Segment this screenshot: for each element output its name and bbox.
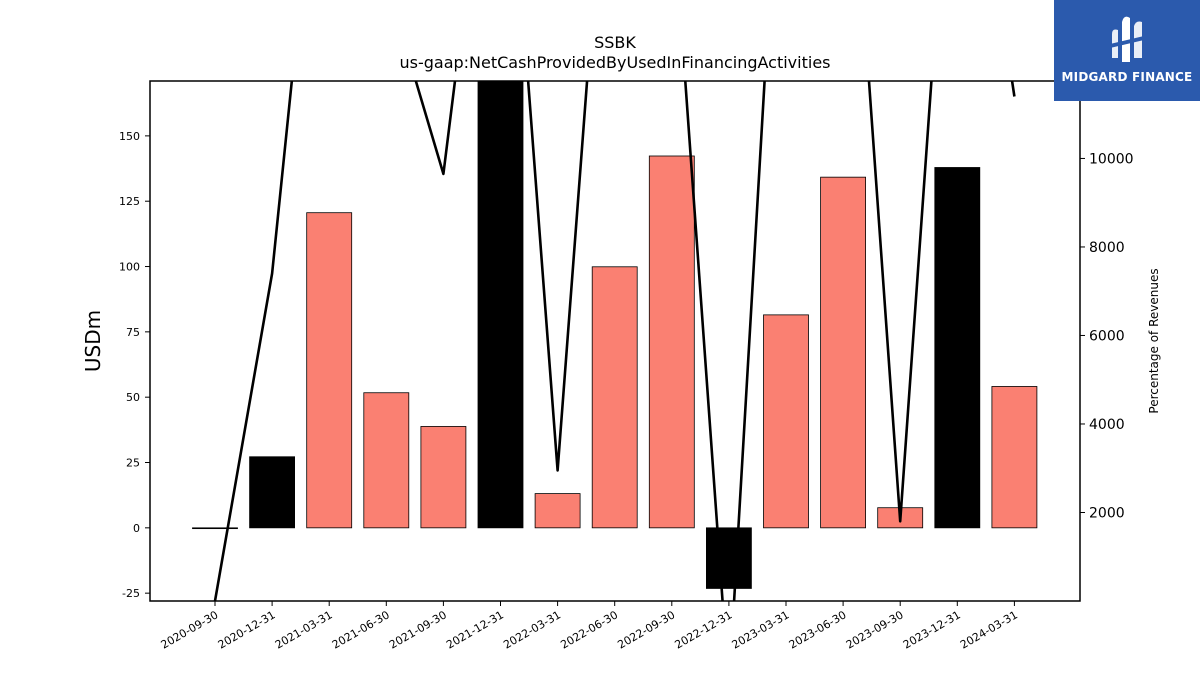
bar: [477, 81, 524, 529]
logo-mark-icon: [1110, 16, 1144, 63]
bar: [591, 266, 638, 529]
y2-tick-label: 8000: [1089, 240, 1125, 256]
x-tick-label: 2022-09-30: [615, 608, 677, 651]
bar: [820, 176, 866, 529]
x-tick-label: 2020-12-31: [216, 608, 278, 651]
x-tick-label: 2024-03-31: [958, 608, 1020, 651]
logo-text: MIDGARD FINANCE: [1061, 70, 1193, 84]
y-tick-label: 100: [119, 261, 140, 274]
bar: [934, 167, 981, 529]
y2-tick-label: 6000: [1089, 328, 1125, 344]
x-tick-label: 2022-12-31: [673, 608, 735, 651]
bar: [648, 155, 695, 529]
x-tick-label: 2023-06-30: [787, 608, 849, 651]
y-tick-label: -25: [122, 587, 140, 600]
x-tick-label: 2022-03-31: [501, 608, 563, 651]
bar: [534, 493, 581, 529]
bar: [420, 426, 467, 529]
y-tick-label: 25: [126, 457, 140, 470]
x-tick-label: 2023-03-31: [730, 608, 792, 651]
x-tick-label: 2021-09-30: [387, 608, 449, 651]
chart-title: SSBK: [594, 33, 636, 52]
bar: [306, 212, 353, 529]
bar: [363, 392, 410, 529]
plot-frame: [149, 80, 1081, 602]
bar: [249, 456, 296, 529]
midgard-finance-logo: MIDGARD FINANCE: [1054, 0, 1200, 101]
chart-subtitle: us-gaap:NetCashProvidedByUsedInFinancing…: [399, 53, 830, 72]
x-tick-label: 2021-03-31: [273, 608, 335, 651]
y-tick-label: 0: [133, 522, 140, 535]
y2-tick-label: 10000: [1089, 151, 1134, 167]
bar: [192, 527, 238, 530]
x-tick-label: 2022-06-30: [558, 608, 620, 651]
bar: [991, 386, 1038, 529]
y-tick-label: 150: [119, 130, 140, 143]
y2-tick-label: 4000: [1089, 417, 1125, 433]
series-line: [213, 81, 1016, 601]
x-tick-label: 2021-06-30: [330, 608, 392, 651]
bar: [763, 314, 809, 529]
x-tick-label: 2023-09-30: [844, 608, 906, 651]
y-tick-label: 125: [119, 195, 140, 208]
y2-axis-label: Percentage of Revenues: [1147, 268, 1161, 413]
x-tick-label: 2023-12-31: [901, 608, 963, 651]
y-axis-label: USDm: [81, 310, 105, 372]
y2-tick-label: 2000: [1089, 505, 1125, 521]
bar: [706, 527, 752, 589]
y-tick-label: 50: [126, 391, 140, 404]
y-tick-label: 75: [126, 326, 140, 339]
x-tick-label: 2021-12-31: [444, 608, 506, 651]
x-tick-label: 2020-09-30: [159, 608, 221, 651]
